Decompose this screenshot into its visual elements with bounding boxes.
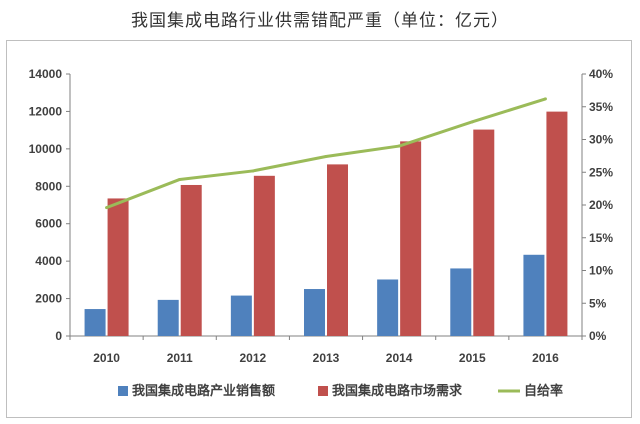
left-tick-label: 10000 <box>29 142 63 156</box>
bar-sales <box>523 254 545 336</box>
right-tick-label: 25% <box>589 165 613 179</box>
bar-sales <box>157 299 179 336</box>
x-tick-label: 2015 <box>459 351 486 365</box>
right-tick-label: 20% <box>589 198 613 212</box>
bar-demand <box>327 164 348 336</box>
legend-swatch-1 <box>318 386 328 396</box>
legend-swatch-0 <box>118 386 128 396</box>
line-point <box>105 206 109 210</box>
bar-demand <box>400 141 422 336</box>
x-tick-label: 2016 <box>532 351 559 365</box>
x-tick-label: 2011 <box>167 351 193 365</box>
bar-demand <box>253 175 275 336</box>
right-tick-label: 0% <box>589 329 607 343</box>
right-tick-label: 30% <box>589 133 613 147</box>
chart-title: 我国集成电路行业供需错配严重（单位：亿元） <box>131 11 509 31</box>
bar-sales <box>304 289 325 336</box>
x-tick-label: 2013 <box>313 351 340 365</box>
x-tick-label: 2010 <box>93 351 120 365</box>
bar-demand <box>180 184 202 336</box>
left-tick-label: 2000 <box>35 292 62 306</box>
left-tick-label: 4000 <box>35 254 62 268</box>
bar-sales <box>230 295 252 336</box>
right-tick-label: 5% <box>589 296 607 310</box>
bar-demand <box>473 129 495 336</box>
right-tick-label: 15% <box>589 231 613 245</box>
line-point <box>178 177 182 181</box>
bar-demand <box>107 198 129 336</box>
left-tick-label: 6000 <box>35 217 62 231</box>
line-point <box>470 120 474 124</box>
line-point <box>251 169 255 173</box>
right-tick-label: 10% <box>589 264 613 278</box>
bar-sales <box>450 268 472 336</box>
x-tick-label: 2012 <box>240 351 267 365</box>
left-tick-label: 14000 <box>29 67 63 81</box>
legend-label: 我国集成电路产业销售额 <box>132 383 275 398</box>
left-tick-label: 8000 <box>35 179 62 193</box>
bar-demand <box>546 111 568 336</box>
left-tick-label: 0 <box>55 329 62 343</box>
x-tick-label: 2014 <box>386 351 413 365</box>
bar-sales <box>84 309 106 336</box>
legend-label: 我国集成电路市场需求 <box>332 383 463 398</box>
bar-sales <box>377 279 399 336</box>
line-point <box>324 155 328 159</box>
left-tick-label: 12000 <box>29 104 63 118</box>
line-point <box>397 144 401 148</box>
right-tick-label: 35% <box>589 100 613 114</box>
legend-label: 自给率 <box>524 383 563 398</box>
line-point <box>543 97 547 101</box>
right-tick-label: 40% <box>589 67 613 81</box>
chart-frame <box>6 40 632 418</box>
